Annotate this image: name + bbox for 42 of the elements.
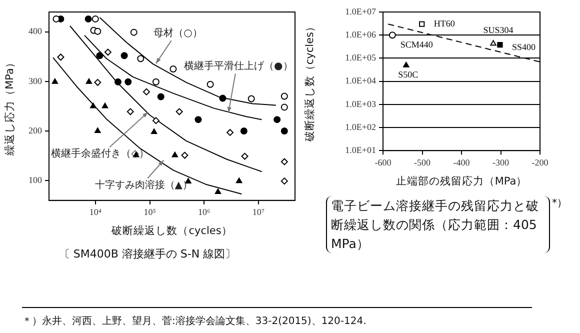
series-label: HT60 — [434, 18, 456, 28]
y-tick-label: 200 — [28, 125, 42, 136]
annotation: 横継手余盛付き（◇） — [51, 148, 149, 160]
x-axis-title: 止端部の残留応力（MPa） — [396, 174, 528, 188]
annotation: 十字すみ肉溶接（▲） — [94, 178, 192, 191]
y-tick-label: 1.0E+03 — [345, 98, 376, 109]
x-tick-label: -200 — [532, 157, 549, 168]
series-label: S50C — [398, 70, 418, 80]
x-axis-title: 破断繰返し数（cycles） — [110, 224, 232, 238]
series-label: SS400 — [512, 42, 536, 52]
y-tick-label: 1.0E+04 — [345, 76, 376, 86]
text: ＊）永井、河西、上野、望月、菅:溶接学会論文集、33-2(2015)、120-124. — [22, 314, 366, 328]
x-tick-label: -600 — [374, 157, 392, 168]
point — [497, 42, 503, 48]
x-tick-label: 10⁶ — [198, 207, 210, 218]
y-tick-label: 1.0E+01 — [345, 144, 376, 155]
x-tick-label: 10⁴ — [89, 207, 102, 218]
text: *） — [552, 197, 567, 210]
x-tick-label: 10⁷ — [252, 207, 265, 218]
annotation: 横継手平滑仕上げ（●） — [184, 60, 293, 72]
series-label: SUS304 — [483, 24, 514, 35]
text: 〔 SM400B 溶接継手の S-N 線図〕 — [58, 247, 236, 260]
y-axis-title: 破断繰返し数（cycles） — [303, 20, 316, 143]
y-tick-label: 1.0E+06 — [345, 29, 376, 40]
x-tick-label: 10⁵ — [144, 207, 156, 218]
point — [490, 40, 496, 46]
x-tick-label: -400 — [453, 157, 470, 168]
point — [403, 62, 410, 68]
y-tick-label: 100 — [28, 174, 42, 185]
y-tick-label: 300 — [28, 76, 42, 86]
text: 電子ビーム溶接継手の残留応力と破断繰返し数の関係（応力範囲：405 MPa） — [326, 196, 550, 253]
point — [419, 21, 425, 27]
y-tick-label: 1.0E+02 — [345, 122, 376, 132]
y-tick-label: 1.0E+05 — [345, 52, 376, 63]
y-axis-title: 繰返し応力（MPa） — [3, 57, 16, 156]
x-tick-label: -300 — [492, 157, 510, 168]
annotation: 母材（○） — [154, 27, 202, 40]
x-tick-label: -500 — [414, 157, 431, 168]
y-tick-label: 400 — [28, 26, 42, 36]
y-tick-label: 1.0E+07 — [345, 6, 376, 16]
point — [388, 32, 396, 39]
series-label: SCM440 — [400, 39, 434, 50]
